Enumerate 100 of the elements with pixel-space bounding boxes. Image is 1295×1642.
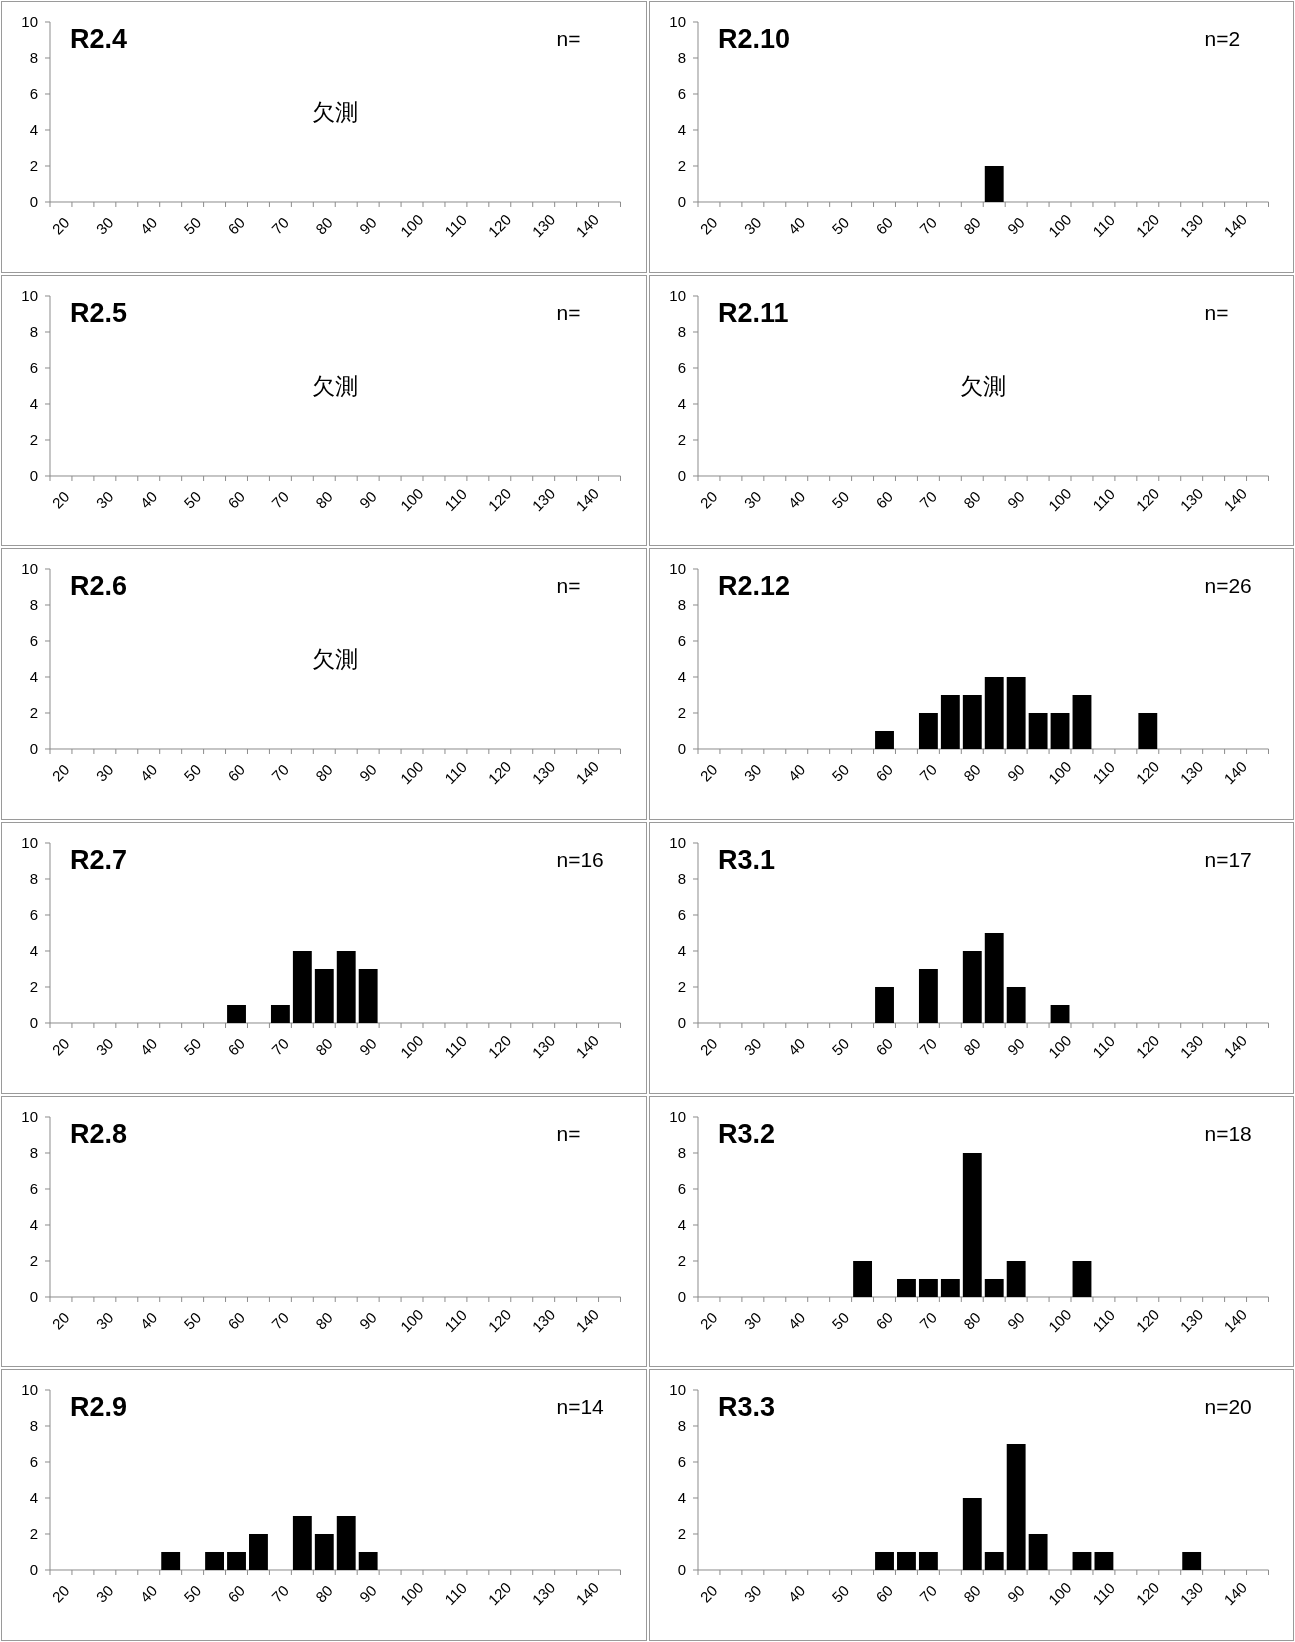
x-tick-label: 20: [696, 761, 721, 785]
y-tick-label: 6: [29, 906, 39, 923]
x-tick-label: 80: [959, 761, 984, 785]
annotation: 欠測: [312, 99, 359, 125]
x-tick-label: 130: [528, 484, 559, 515]
x-tick-label: 120: [1132, 1579, 1162, 1609]
x-tick-label: 80: [312, 213, 336, 238]
y-tick-label: 2: [29, 1525, 39, 1543]
x-tick-label: 90: [1003, 1582, 1028, 1606]
y-tick-label: 8: [29, 1143, 39, 1161]
x-tick-label: 140: [1219, 1305, 1250, 1336]
x-tick-label: 110: [1088, 758, 1118, 788]
x-tick-label: 50: [827, 1034, 852, 1059]
x-tick-label: 80: [312, 1308, 336, 1333]
x-tick-label: 90: [1003, 1034, 1028, 1059]
x-tick-label: 100: [396, 1305, 427, 1336]
x-tick-label: 40: [783, 761, 808, 785]
x-tick-label: 100: [1044, 1031, 1075, 1062]
x-tick-label: 140: [1219, 484, 1250, 515]
x-tick-label: 70: [915, 487, 940, 512]
x-tick-label: 20: [48, 213, 73, 238]
chart-title: R3.2: [717, 1118, 775, 1149]
x-tick-label: 50: [180, 761, 205, 785]
x-tick-label: 50: [180, 1034, 205, 1059]
y-tick-label: 0: [29, 466, 39, 484]
x-tick-label: 120: [484, 1031, 515, 1062]
y-tick-label: 10: [21, 13, 39, 30]
x-tick-label: 70: [268, 213, 292, 238]
y-tick-label: 2: [29, 156, 39, 174]
x-tick-label: 120: [484, 758, 515, 788]
x-tick-label: 130: [528, 1031, 559, 1062]
y-tick-label: 0: [677, 192, 686, 210]
x-tick-label: 40: [136, 487, 161, 512]
x-tick-label: 90: [355, 1308, 380, 1333]
annotation: n=26: [1203, 574, 1252, 598]
x-tick-label: 50: [827, 761, 852, 785]
y-tick-label: 4: [29, 1215, 39, 1233]
x-tick-label: 90: [355, 487, 380, 512]
x-tick-label: 80: [312, 1582, 336, 1606]
x-tick-label: 50: [180, 213, 205, 238]
y-tick-label: 2: [677, 1525, 686, 1543]
annotation: n=: [1203, 300, 1228, 324]
y-tick-label: 6: [29, 632, 39, 650]
y-tick-label: 6: [677, 632, 686, 650]
x-tick-label: 30: [740, 213, 764, 238]
x-tick-label: 100: [1044, 484, 1075, 515]
x-tick-label: 130: [1175, 484, 1206, 515]
x-tick-label: 40: [136, 1582, 161, 1606]
x-tick-label: 120: [1132, 484, 1162, 515]
y-tick-label: 6: [677, 1453, 686, 1471]
x-tick-label: 30: [92, 487, 117, 512]
x-tick-label: 60: [871, 1308, 896, 1333]
x-tick-label: 110: [441, 758, 471, 788]
x-tick-label: 40: [783, 1308, 808, 1333]
chart-title: R2.5: [70, 297, 128, 328]
x-tick-label: 90: [1003, 487, 1028, 512]
y-tick-label: 10: [21, 560, 39, 578]
annotation: n=: [556, 574, 581, 598]
y-tick-label: 4: [677, 941, 686, 959]
x-tick-label: 30: [92, 1034, 117, 1059]
x-tick-label: 50: [827, 213, 852, 238]
y-tick-label: 10: [668, 834, 686, 851]
y-tick-label: 8: [677, 322, 686, 340]
y-tick-label: 10: [668, 13, 686, 30]
x-tick-label: 120: [1132, 1031, 1162, 1062]
y-tick-label: 8: [29, 870, 39, 887]
x-tick-label: 140: [1219, 210, 1250, 241]
annotation: n=18: [1203, 1121, 1252, 1145]
x-tick-label: 100: [396, 758, 427, 788]
annotation: n=14: [556, 1395, 605, 1419]
x-tick-label: 100: [1044, 1305, 1075, 1336]
x-tick-label: 140: [572, 210, 603, 241]
x-tick-label: 100: [1044, 758, 1075, 788]
x-tick-label: 140: [572, 1305, 603, 1336]
x-tick-label: 40: [136, 1308, 161, 1333]
y-tick-label: 4: [677, 1489, 686, 1507]
annotation: n=: [556, 1121, 581, 1145]
x-tick-label: 50: [827, 1582, 852, 1606]
y-tick-label: 10: [668, 560, 686, 578]
x-tick-label: 80: [312, 487, 336, 512]
y-tick-label: 6: [29, 1179, 39, 1197]
x-tick-label: 90: [355, 1582, 380, 1606]
y-tick-label: 4: [29, 120, 39, 138]
x-tick-label: 110: [1088, 1032, 1118, 1062]
x-tick-label: 50: [827, 487, 852, 512]
chart-title: R2.12: [717, 571, 790, 602]
annotation: n=: [556, 27, 581, 50]
x-tick-label: 60: [871, 1034, 896, 1059]
annotation: n=: [556, 300, 581, 324]
x-tick-label: 140: [572, 758, 603, 788]
x-tick-label: 20: [48, 1308, 73, 1333]
x-tick-label: 140: [572, 1031, 603, 1062]
y-tick-label: 4: [29, 394, 39, 412]
y-tick-label: 6: [677, 85, 686, 102]
x-tick-label: 110: [441, 211, 471, 241]
x-tick-label: 30: [92, 1582, 117, 1606]
x-tick-label: 50: [827, 1308, 852, 1333]
x-tick-label: 100: [396, 1031, 427, 1062]
y-tick-label: 8: [29, 322, 39, 340]
y-tick-label: 4: [29, 1489, 39, 1507]
